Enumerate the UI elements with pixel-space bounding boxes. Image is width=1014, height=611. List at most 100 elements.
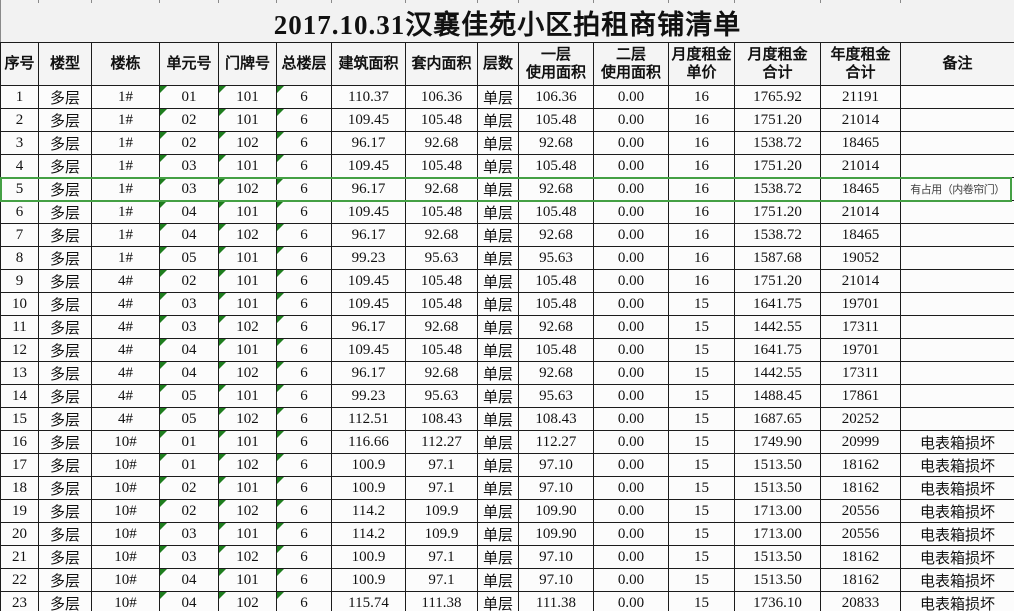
cell-door-no[interactable]: 101 [218,476,277,500]
col-header-total-floors[interactable]: 总楼层 [276,42,332,86]
cell-remark[interactable] [900,200,1014,224]
cell-monthly-rent[interactable]: 1749.90 [734,430,821,454]
cell-door-no[interactable]: 101 [218,384,277,408]
cell-floor1-area[interactable]: 92.68 [518,315,594,339]
cell-building-area[interactable]: 109.45 [331,200,406,224]
cell-floors[interactable]: 单层 [477,131,519,155]
cell-building-area[interactable]: 96.17 [331,131,406,155]
cell-monthly-rent[interactable]: 1713.00 [734,522,821,546]
cell-serial[interactable]: 23 [0,591,39,611]
cell-unit-price[interactable]: 15 [668,499,735,523]
cell-unit-no[interactable]: 03 [159,545,219,569]
cell-building[interactable]: 10# [91,453,160,477]
cell-unit-no[interactable]: 02 [159,499,219,523]
cell-serial[interactable]: 19 [0,499,39,523]
cell-unit-price[interactable]: 15 [668,407,735,431]
cell-unit-price[interactable]: 15 [668,545,735,569]
cell-annual-rent[interactable]: 17861 [820,384,901,408]
cell-unit-price[interactable]: 15 [668,453,735,477]
cell-door-no[interactable]: 101 [218,292,277,316]
cell-floor2-area[interactable]: 0.00 [593,177,669,201]
cell-monthly-rent[interactable]: 1751.20 [734,108,821,132]
cell-serial[interactable]: 20 [0,522,39,546]
cell-floor2-area[interactable]: 0.00 [593,292,669,316]
cell-unit-no[interactable]: 03 [159,315,219,339]
cell-unit-price[interactable]: 15 [668,338,735,362]
cell-building-area[interactable]: 96.17 [331,361,406,385]
cell-door-no[interactable]: 101 [218,522,277,546]
cell-floors[interactable]: 单层 [477,292,519,316]
cell-door-no[interactable]: 102 [218,407,277,431]
cell-building-type[interactable]: 多层 [38,476,92,500]
cell-building-type[interactable]: 多层 [38,453,92,477]
col-header-unit-price[interactable]: 月度租金 单价 [668,42,735,86]
cell-building-type[interactable]: 多层 [38,522,92,546]
cell-monthly-rent[interactable]: 1442.55 [734,361,821,385]
cell-remark[interactable] [900,269,1014,293]
cell-floor1-area[interactable]: 108.43 [518,407,594,431]
cell-door-no[interactable]: 101 [218,108,277,132]
cell-building[interactable]: 1# [91,177,160,201]
cell-door-no[interactable]: 102 [218,223,277,247]
cell-serial[interactable]: 17 [0,453,39,477]
cell-total-floors[interactable]: 6 [276,315,332,339]
cell-unit-no[interactable]: 02 [159,131,219,155]
cell-unit-price[interactable]: 16 [668,154,735,178]
cell-monthly-rent[interactable]: 1687.65 [734,407,821,431]
cell-floors[interactable]: 单层 [477,522,519,546]
col-header-interior-area[interactable]: 套内面积 [405,42,478,86]
cell-unit-price[interactable]: 15 [668,361,735,385]
cell-annual-rent[interactable]: 21014 [820,154,901,178]
cell-remark[interactable]: 电表箱损坏 [900,545,1014,569]
cell-monthly-rent[interactable]: 1538.72 [734,177,821,201]
cell-floor1-area[interactable]: 95.63 [518,384,594,408]
cell-remark[interactable] [900,131,1014,155]
cell-floors[interactable]: 单层 [477,338,519,362]
cell-building[interactable]: 1# [91,108,160,132]
cell-remark[interactable] [900,154,1014,178]
cell-floor1-area[interactable]: 112.27 [518,430,594,454]
cell-remark[interactable] [900,315,1014,339]
cell-building[interactable]: 10# [91,522,160,546]
cell-building-area[interactable]: 114.2 [331,522,406,546]
cell-floors[interactable]: 单层 [477,384,519,408]
cell-serial[interactable]: 22 [0,568,39,592]
cell-unit-no[interactable]: 03 [159,154,219,178]
cell-total-floors[interactable]: 6 [276,522,332,546]
cell-door-no[interactable]: 102 [218,453,277,477]
cell-total-floors[interactable]: 6 [276,361,332,385]
cell-remark[interactable] [900,108,1014,132]
cell-building[interactable]: 10# [91,568,160,592]
cell-unit-price[interactable]: 15 [668,292,735,316]
sheet-title[interactable]: 2017.10.31汉襄佳苑小区拍租商铺清单 [0,3,1014,43]
cell-floor1-area[interactable]: 92.68 [518,361,594,385]
cell-floors[interactable]: 单层 [477,246,519,270]
cell-floor2-area[interactable]: 0.00 [593,85,669,109]
cell-serial[interactable]: 1 [0,85,39,109]
cell-serial[interactable]: 12 [0,338,39,362]
cell-annual-rent[interactable]: 18162 [820,476,901,500]
cell-building-type[interactable]: 多层 [38,108,92,132]
cell-unit-no[interactable]: 01 [159,430,219,454]
cell-building-area[interactable]: 100.9 [331,568,406,592]
cell-total-floors[interactable]: 6 [276,85,332,109]
cell-interior-area[interactable]: 111.38 [405,591,478,611]
cell-serial[interactable]: 14 [0,384,39,408]
cell-building-area[interactable]: 109.45 [331,269,406,293]
cell-building[interactable]: 4# [91,269,160,293]
cell-floors[interactable]: 单层 [477,545,519,569]
cell-building-area[interactable]: 100.9 [331,476,406,500]
col-header-building-type[interactable]: 楼型 [38,42,92,86]
cell-remark[interactable]: 电表箱损坏 [900,430,1014,454]
cell-total-floors[interactable]: 6 [276,407,332,431]
cell-annual-rent[interactable]: 20556 [820,522,901,546]
cell-building-type[interactable]: 多层 [38,269,92,293]
cell-interior-area[interactable]: 105.48 [405,269,478,293]
cell-building-type[interactable]: 多层 [38,85,92,109]
cell-building-type[interactable]: 多层 [38,246,92,270]
cell-unit-no[interactable]: 01 [159,85,219,109]
cell-building[interactable]: 10# [91,430,160,454]
cell-serial[interactable]: 13 [0,361,39,385]
cell-monthly-rent[interactable]: 1538.72 [734,131,821,155]
cell-total-floors[interactable]: 6 [276,177,332,201]
